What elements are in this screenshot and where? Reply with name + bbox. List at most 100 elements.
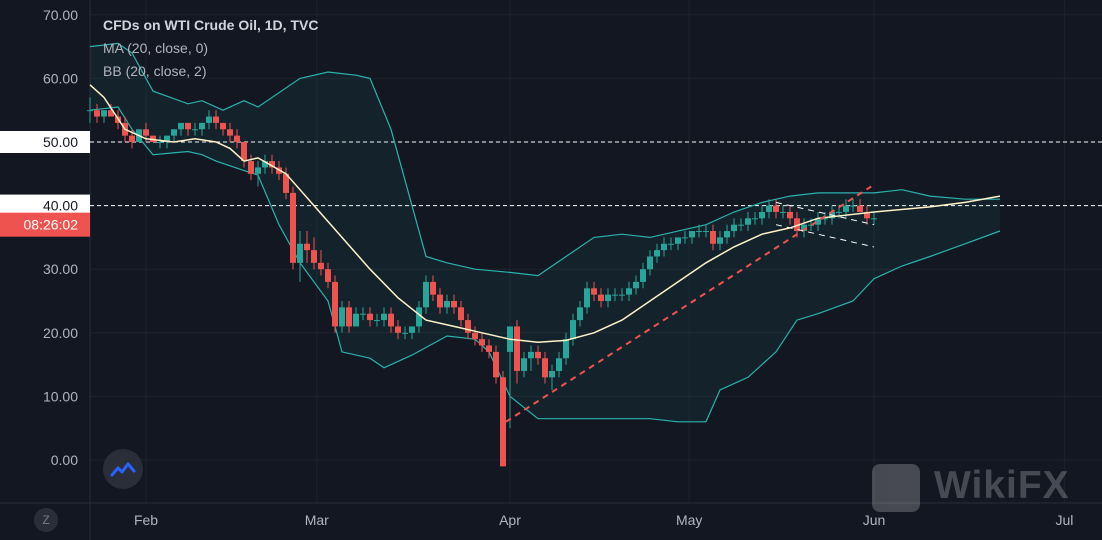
candle-body — [521, 358, 527, 371]
chart-legend: CFDs on WTI Crude Oil, 1D, TVC MA (20, c… — [103, 14, 318, 83]
candle-body — [171, 129, 177, 136]
candle-body — [675, 237, 681, 244]
candle-body — [731, 224, 737, 232]
candle-body — [528, 351, 534, 359]
candle-body — [178, 122, 184, 130]
level-label: 50.00 — [43, 134, 78, 150]
candle-body — [101, 110, 107, 117]
watermark-text: WikiFX — [934, 464, 1070, 507]
candle-body — [206, 116, 212, 123]
indicator-lines — [89, 84, 1001, 423]
tradingview-logo-icon[interactable] — [103, 449, 143, 489]
level-label-box — [0, 194, 90, 217]
candle-body — [409, 326, 415, 333]
candle-body — [311, 250, 317, 263]
candle-body — [129, 135, 135, 142]
y-tick-label: 10.00 — [43, 388, 78, 404]
candle-body — [227, 129, 233, 136]
candle-body — [549, 370, 555, 378]
candle-body — [682, 237, 688, 239]
candle-body — [738, 224, 744, 226]
candle-body — [857, 205, 863, 212]
candle-body — [339, 307, 345, 327]
candle-body — [437, 294, 443, 308]
candle-body — [150, 135, 156, 142]
candle-body — [836, 211, 842, 213]
candle-body — [304, 243, 310, 251]
candle-body — [262, 161, 268, 168]
candle-body — [710, 231, 716, 244]
y-tick-label: 60.00 — [43, 70, 78, 86]
candle-body — [794, 218, 800, 232]
candle-body — [780, 211, 786, 213]
candle-body — [248, 161, 254, 174]
candle-body — [94, 110, 100, 117]
candle-body — [696, 231, 702, 233]
candle-body — [668, 243, 674, 245]
candle-body — [192, 129, 198, 131]
candle-body — [451, 301, 457, 308]
legend-title[interactable]: CFDs on WTI Crude Oil, 1D, TVC — [103, 17, 319, 33]
x-tick-label: Jun — [863, 512, 886, 528]
bollinger-bands — [89, 42, 1001, 423]
candle-body — [465, 320, 471, 333]
candle-body — [500, 377, 506, 467]
candle-body — [444, 301, 450, 308]
candle-body — [255, 167, 261, 174]
candle-body — [626, 288, 632, 295]
x-axis[interactable]: Feb Mar Apr May Jun Jul — [134, 512, 1073, 528]
candle-body — [661, 243, 667, 251]
candle-body — [283, 173, 289, 193]
candle-body — [647, 256, 653, 270]
candle-body — [654, 250, 660, 257]
trendline — [775, 201, 875, 226]
legend-ma[interactable]: MA (20, close, 0) — [103, 40, 209, 56]
candle-body — [801, 224, 807, 232]
candle-body — [416, 307, 422, 327]
candle-body — [514, 326, 520, 371]
candle-body — [843, 205, 849, 212]
y-axis[interactable]: 70.00 60.00 30.00 20.00 10.00 0.00 50.00 40.00 0… — [0, 7, 90, 468]
candle-body — [584, 288, 590, 308]
candle-body — [430, 281, 436, 295]
legend-bb[interactable]: BB (20, close, 2) — [103, 63, 207, 79]
trendline — [775, 224, 875, 248]
candle-body — [570, 320, 576, 340]
y-tick-label: 20.00 — [43, 325, 78, 341]
candle-body — [458, 307, 464, 321]
candle-body — [269, 161, 275, 168]
candle-body — [234, 135, 240, 142]
candle-body — [360, 313, 366, 315]
candle-body — [108, 110, 114, 117]
x-tick-label: Jul — [1055, 512, 1073, 528]
candle-body — [612, 294, 618, 296]
candle-body — [773, 205, 779, 212]
candle-body — [381, 313, 387, 321]
y-tick-label: 30.00 — [43, 261, 78, 277]
candle-body — [185, 122, 191, 130]
candle-body — [472, 332, 478, 340]
candle-body — [325, 269, 331, 282]
wikifx-badge-icon — [872, 464, 920, 512]
bb-lower-line — [89, 106, 1001, 423]
x-tick-label: Mar — [305, 512, 329, 528]
candle-body — [766, 205, 772, 212]
candle-body — [850, 205, 856, 207]
candle-body — [563, 339, 569, 359]
candle-body — [241, 142, 247, 162]
auto-scale-button[interactable]: Z — [34, 508, 58, 532]
candles — [87, 97, 877, 467]
candle-body — [640, 269, 646, 282]
candle-body — [787, 211, 793, 219]
candle-body — [689, 231, 695, 238]
candle-body — [297, 243, 303, 263]
candle-body — [724, 231, 730, 238]
x-tick-label: Apr — [499, 512, 521, 528]
candle-body — [633, 281, 639, 289]
candle-body — [290, 192, 296, 263]
candle-body — [332, 281, 338, 327]
candle-body — [493, 351, 499, 378]
candle-body — [374, 320, 380, 322]
